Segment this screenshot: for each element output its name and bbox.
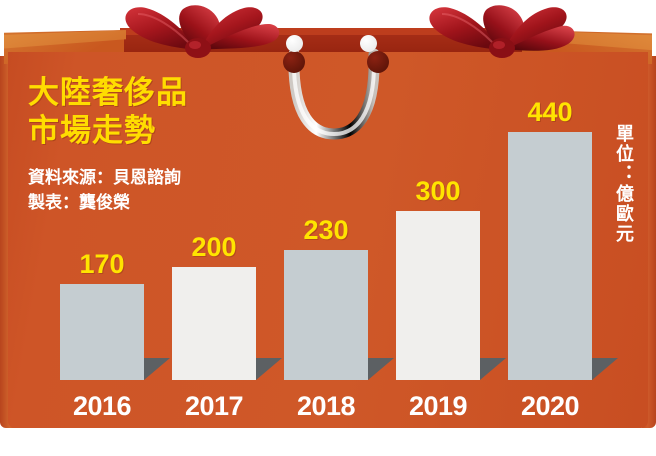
eyelet-icon-right	[367, 51, 389, 73]
bar-2018[interactable]	[284, 250, 368, 380]
ribbon-bow-icon-left	[125, 5, 280, 58]
bar-value-2019: 300	[415, 176, 461, 206]
eyelet-icon-left	[283, 51, 305, 73]
bar-year-2020: 2020	[520, 391, 580, 421]
bar-year-2017: 2017	[184, 391, 244, 421]
bar-value-2018: 230	[303, 215, 349, 245]
bar-2017[interactable]	[172, 267, 256, 380]
bar-chart: 170 2016 200 2017 230 2018 300 2019 440 2020	[8, 52, 648, 428]
page-title: 大陸奢侈品 市場走勢	[28, 74, 188, 150]
bag-top-band-highlight	[120, 28, 540, 35]
bar-group: 200 2017	[156, 52, 282, 428]
bar-year-2018: 2018	[296, 391, 356, 421]
author-line: 製表：龔俊榮	[28, 193, 130, 212]
bag-handle-icon	[288, 48, 380, 140]
bar-2020[interactable]	[508, 132, 592, 380]
bar-group: 440 2020	[492, 52, 618, 428]
bar-year-2016: 2016	[72, 391, 132, 421]
bar-2019[interactable]	[396, 211, 480, 380]
bar-group: 170 2016	[44, 52, 170, 428]
page-title-line2: 市場走勢	[28, 113, 156, 148]
page-title-line1: 大陸奢侈品	[28, 75, 188, 110]
bar-value-2017: 200	[191, 232, 237, 262]
band-dot-right	[360, 35, 377, 52]
bar-value-2016: 170	[79, 249, 125, 279]
unit-label: 單位：億歐元	[614, 124, 634, 244]
band-dot-left	[286, 35, 303, 52]
bar-group: 230 2018	[268, 52, 394, 428]
bar-shadow	[592, 358, 618, 380]
bar-2016[interactable]	[60, 284, 144, 380]
bar-group: 300 2019	[380, 52, 506, 428]
bar-year-2019: 2019	[408, 391, 468, 421]
ribbon-bow-icon-right	[429, 5, 575, 58]
credits-block: 資料來源：貝恩諮詢 製表：龔俊榮	[28, 165, 181, 215]
source-line: 資料來源：貝恩諮詢	[28, 168, 181, 187]
bar-value-2020: 440	[527, 97, 573, 127]
